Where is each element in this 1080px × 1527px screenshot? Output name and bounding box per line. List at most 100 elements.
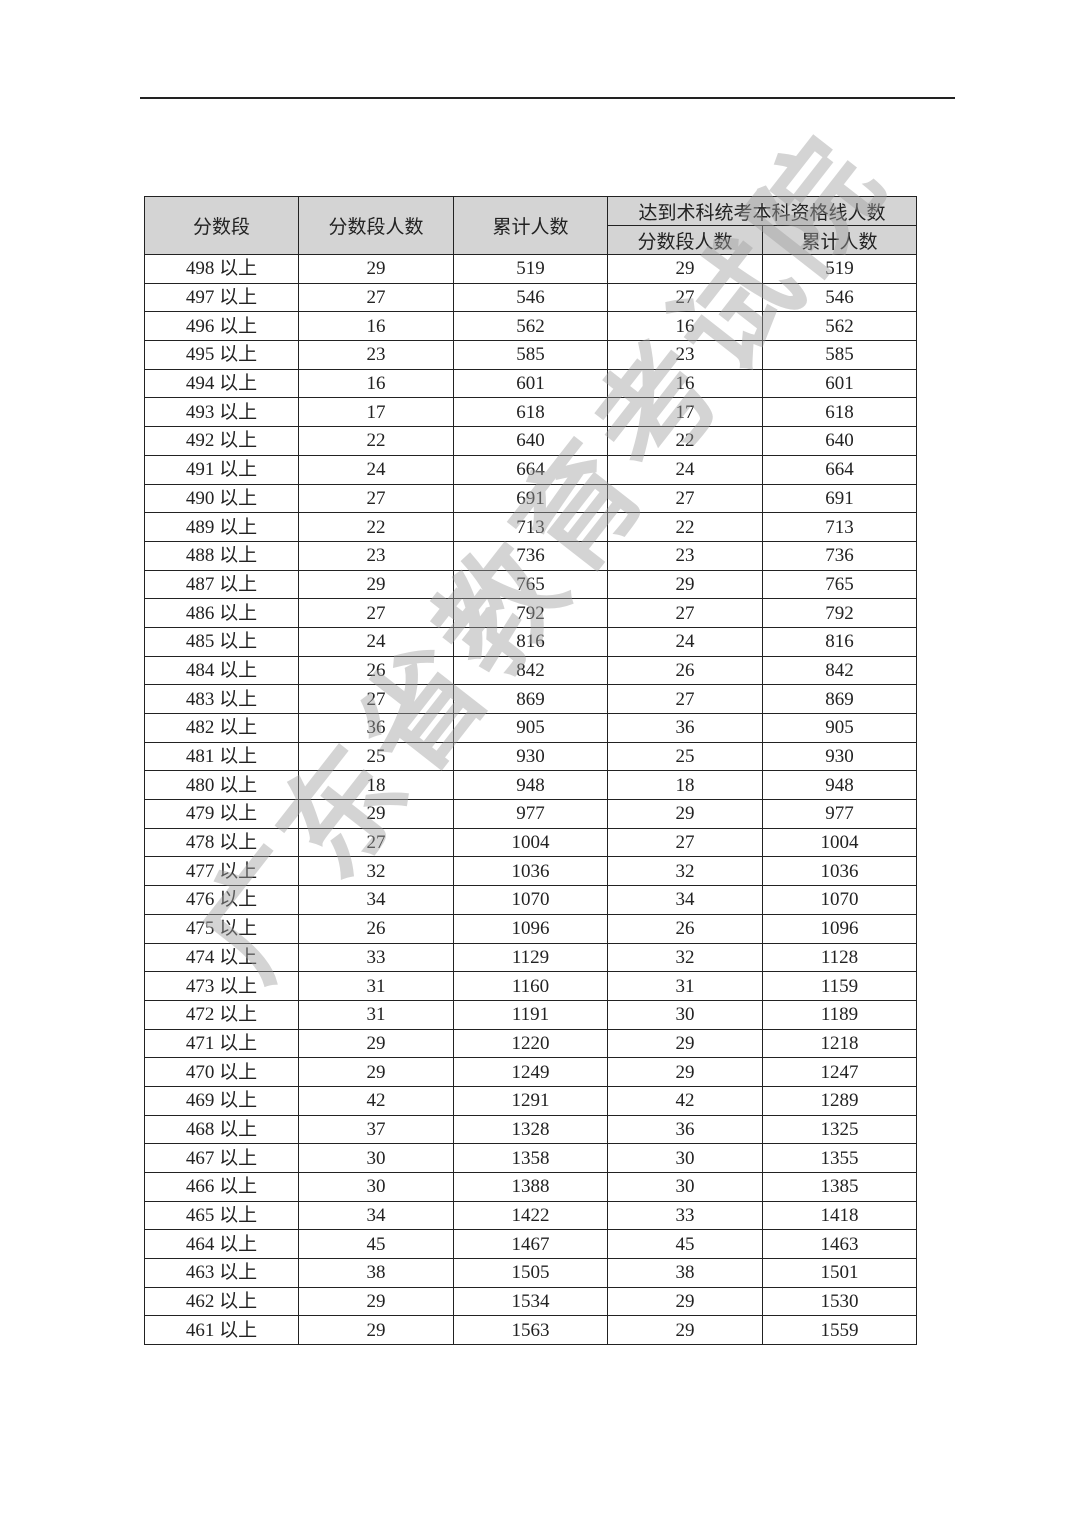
cell-band-count: 29 [298,1028,454,1059]
header-band-count: 分数段人数 [298,196,454,255]
cell-qualified-band-count: 27 [607,684,763,714]
cell-qualified-band-count: 36 [607,713,763,743]
cell-cumulative: 765 [453,569,608,600]
cell-qualified-cumulative: 691 [761,483,918,514]
cell-cumulative: 1467 [453,1229,608,1260]
score-distribution-table: 分数段 分数段人数 累计人数 达到术科统考本科资格线人数 分数段人数 累计人数 … [144,196,918,1346]
header-qualified-band-count: 分数段人数 [607,225,763,255]
cell-score-band: 469 以上 [144,1085,299,1116]
cell-cumulative: 842 [453,655,608,686]
cell-cumulative: 1004 [453,827,608,858]
cell-score-band: 467 以上 [144,1143,299,1173]
cell-qualified-band-count: 27 [607,598,763,628]
header-cumulative: 累计人数 [453,196,608,255]
cell-qualified-cumulative: 1218 [761,1028,918,1059]
cell-score-band: 468 以上 [144,1114,299,1145]
cell-cumulative: 519 [453,254,608,284]
cell-qualified-band-count: 32 [607,942,763,973]
cell-qualified-cumulative: 765 [761,569,918,600]
table-row: 483 以上 27 869 27 869 [144,684,918,714]
cell-score-band: 486 以上 [144,598,299,628]
cell-qualified-cumulative: 869 [761,684,918,714]
table-row: 469 以上 42 1291 42 1289 [144,1085,918,1116]
cell-qualified-cumulative: 618 [761,397,918,428]
cell-band-count: 16 [298,368,454,399]
table-row: 498 以上 29 519 29 519 [144,254,918,284]
table-row: 489 以上 22 713 22 713 [144,512,918,542]
cell-band-count: 27 [298,483,454,514]
cell-cumulative: 1070 [453,885,608,915]
cell-score-band: 498 以上 [144,254,299,284]
table-row: 494 以上 16 601 16 601 [144,368,918,399]
cell-band-count: 33 [298,942,454,973]
cell-qualified-band-count: 27 [607,483,763,514]
cell-band-count: 30 [298,1143,454,1173]
cell-band-count: 36 [298,713,454,743]
table-row: 472 以上 31 1191 30 1189 [144,999,918,1030]
cell-qualified-cumulative: 930 [761,741,918,772]
table-row: 473 以上 31 1160 31 1159 [144,971,918,1001]
cell-cumulative: 1328 [453,1114,608,1145]
cell-qualified-cumulative: 713 [761,512,918,542]
cell-cumulative: 930 [453,741,608,772]
cell-score-band: 485 以上 [144,626,299,657]
cell-qualified-band-count: 17 [607,397,763,428]
cell-band-count: 23 [298,540,454,571]
header-qualified-cumulative: 累计人数 [761,225,918,255]
table-row: 490 以上 27 691 27 691 [144,483,918,514]
cell-score-band: 463 以上 [144,1258,299,1288]
table-row: 497 以上 27 546 27 546 [144,282,918,313]
cell-score-band: 473 以上 [144,971,299,1001]
cell-qualified-cumulative: 948 [761,770,918,801]
cell-band-count: 29 [298,1057,454,1087]
cell-band-count: 24 [298,626,454,657]
cell-cumulative: 664 [453,454,608,485]
table-body: 498 以上 29 519 29 519 497 以上 27 546 27 546 496 以上 16… [144,254,918,1346]
cell-qualified-cumulative: 905 [761,713,918,743]
cell-qualified-cumulative: 1004 [761,827,918,858]
cell-qualified-cumulative: 736 [761,540,918,571]
table-row: 475 以上 26 1096 26 1096 [144,913,918,944]
cell-qualified-band-count: 26 [607,655,763,686]
cell-cumulative: 977 [453,799,608,829]
cell-cumulative: 1534 [453,1286,608,1317]
cell-score-band: 461 以上 [144,1315,299,1346]
cell-cumulative: 1160 [453,971,608,1001]
cell-score-band: 494 以上 [144,368,299,399]
cell-score-band: 475 以上 [144,913,299,944]
cell-cumulative: 816 [453,626,608,657]
header-rule [140,97,955,99]
header-score-band: 分数段 [144,196,299,255]
cell-band-count: 29 [298,1315,454,1346]
cell-band-count: 24 [298,454,454,485]
cell-qualified-cumulative: 1070 [761,885,918,915]
cell-qualified-band-count: 30 [607,1172,763,1202]
cell-qualified-cumulative: 546 [761,282,918,313]
cell-score-band: 488 以上 [144,540,299,571]
cell-band-count: 23 [298,340,454,370]
cell-band-count: 29 [298,569,454,600]
cell-qualified-cumulative: 1559 [761,1315,918,1346]
cell-score-band: 489 以上 [144,512,299,542]
cell-score-band: 479 以上 [144,799,299,829]
cell-band-count: 17 [298,397,454,428]
cell-qualified-band-count: 25 [607,741,763,772]
cell-score-band: 484 以上 [144,655,299,686]
cell-cumulative: 1220 [453,1028,608,1059]
cell-cumulative: 618 [453,397,608,428]
cell-qualified-band-count: 23 [607,540,763,571]
cell-qualified-band-count: 22 [607,512,763,542]
cell-qualified-cumulative: 1463 [761,1229,918,1260]
cell-band-count: 22 [298,426,454,456]
cell-score-band: 497 以上 [144,282,299,313]
cell-cumulative: 948 [453,770,608,801]
cell-cumulative: 640 [453,426,608,456]
cell-cumulative: 736 [453,540,608,571]
cell-band-count: 27 [298,598,454,628]
cell-qualified-band-count: 24 [607,454,763,485]
cell-qualified-band-count: 36 [607,1114,763,1145]
table-row: 477 以上 32 1036 32 1036 [144,856,918,887]
cell-qualified-cumulative: 1325 [761,1114,918,1145]
cell-band-count: 42 [298,1085,454,1116]
cell-score-band: 492 以上 [144,426,299,456]
